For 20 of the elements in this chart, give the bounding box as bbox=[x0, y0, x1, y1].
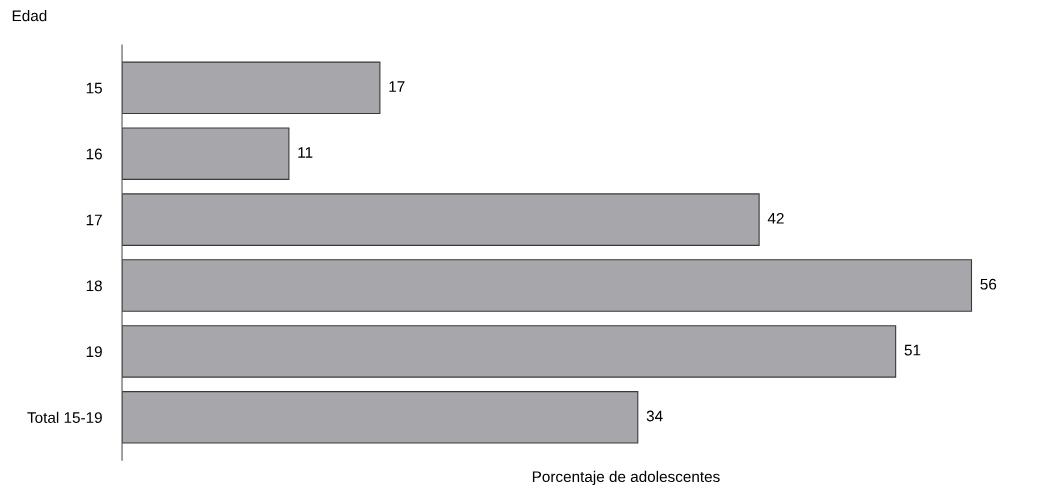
data-label: 56 bbox=[980, 278, 997, 290]
x-axis-title: Porcentaje de adolescentes bbox=[532, 470, 720, 486]
bar bbox=[122, 325, 897, 378]
bar bbox=[122, 127, 290, 180]
y-tick-label: 17 bbox=[86, 214, 102, 226]
data-label: 17 bbox=[389, 81, 405, 92]
y-tick-label: 18 bbox=[86, 280, 102, 292]
bar bbox=[122, 259, 973, 312]
data-label: 11 bbox=[298, 147, 313, 158]
bar bbox=[122, 193, 760, 246]
bar bbox=[122, 61, 381, 115]
data-label: 51 bbox=[904, 344, 921, 356]
y-tick-label: 19 bbox=[86, 346, 102, 358]
bar bbox=[122, 391, 639, 444]
y-axis-title: Edad bbox=[12, 9, 47, 22]
y-tick-label: 16 bbox=[86, 148, 102, 160]
data-label: 34 bbox=[646, 410, 663, 422]
y-tick-label: Total 15-19 bbox=[27, 411, 102, 423]
y-tick-label: 15 bbox=[86, 82, 102, 94]
data-label: 42 bbox=[767, 212, 784, 224]
